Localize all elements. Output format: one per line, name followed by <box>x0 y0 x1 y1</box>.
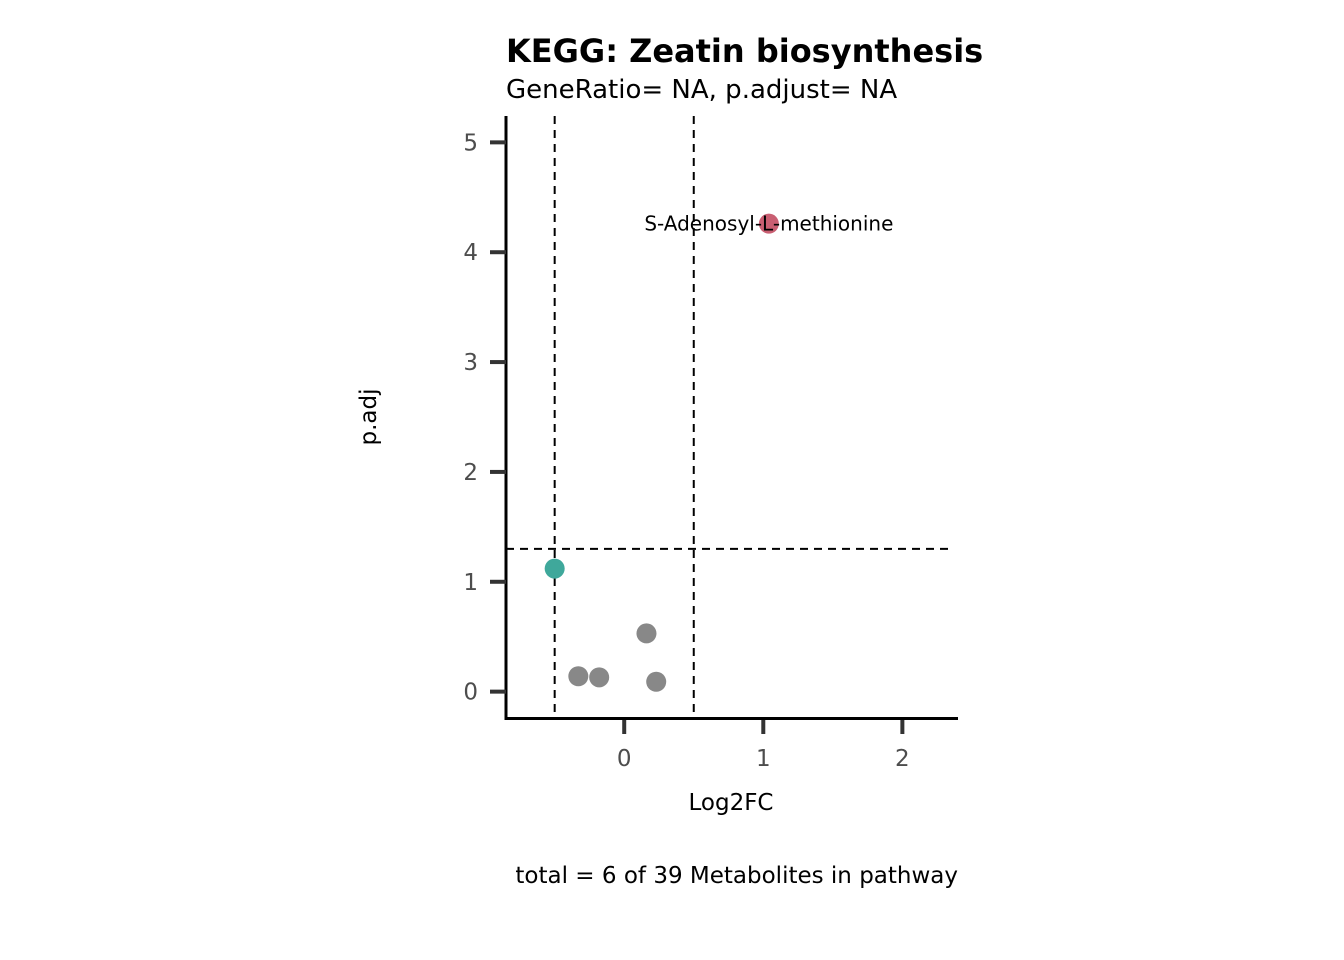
x-tick-label: 0 <box>617 746 632 772</box>
y-ticks: 0 1 2 3 4 5 <box>463 130 506 706</box>
threshold-lines <box>506 116 950 718</box>
y-tick-label: 0 <box>463 680 478 706</box>
data-point-up <box>758 213 779 234</box>
x-ticks: 0 1 2 <box>617 720 910 772</box>
x-tick-label: 1 <box>756 746 771 772</box>
point-label: S-Adenosyl-L-methionine <box>644 212 893 236</box>
y-axis-title: p.adj <box>356 389 382 446</box>
y-tick-label: 1 <box>463 570 478 596</box>
y-tick-label: 5 <box>463 130 478 156</box>
data-point-ns <box>636 623 657 644</box>
y-tick-label: 4 <box>463 240 478 266</box>
data-point-ns <box>589 667 610 688</box>
data-point-ns <box>646 671 667 692</box>
x-axis-title: Log2FC <box>688 790 773 816</box>
chart-caption: total = 6 of 39 Metabolites in pathway <box>515 863 958 889</box>
data-point-ns <box>568 666 589 687</box>
y-tick-label: 2 <box>463 460 478 486</box>
chart-subtitle: GeneRatio= NA, p.adjust= NA <box>506 75 897 105</box>
data-point-down <box>544 558 565 579</box>
axes <box>504 116 958 720</box>
x-tick-label: 2 <box>895 746 910 772</box>
point-labels: S-Adenosyl-L-methionine <box>644 212 893 236</box>
data-points <box>544 213 779 692</box>
chart-title: KEGG: Zeatin biosynthesis <box>506 32 983 70</box>
y-tick-label: 3 <box>463 350 478 376</box>
